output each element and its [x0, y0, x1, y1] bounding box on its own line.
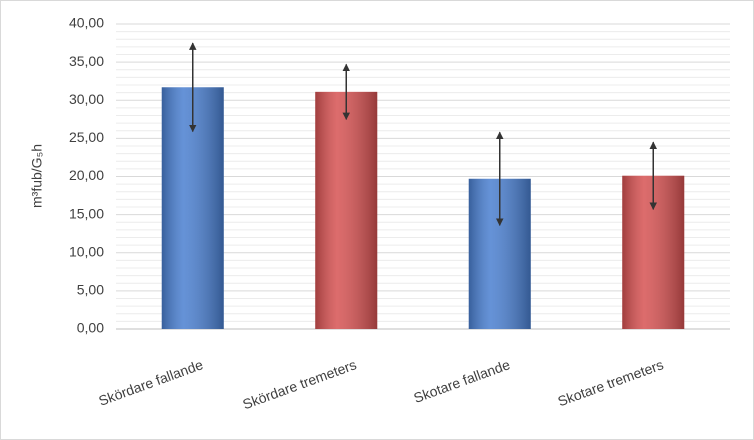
y-tick-label: 30,00 — [69, 91, 104, 107]
y-axis-label: m³fub/G₅h — [29, 144, 45, 208]
y-tick-label: 20,00 — [69, 167, 104, 183]
y-tick-label: 35,00 — [69, 53, 104, 69]
bar-shade — [315, 91, 378, 329]
y-tick-label: 0,00 — [77, 320, 104, 336]
y-tick-label: 40,00 — [69, 15, 104, 31]
y-tick-label: 15,00 — [69, 205, 104, 221]
y-tick-label: 5,00 — [77, 282, 104, 298]
y-tick-label: 10,00 — [69, 243, 104, 259]
y-tick-label: 25,00 — [69, 129, 104, 145]
